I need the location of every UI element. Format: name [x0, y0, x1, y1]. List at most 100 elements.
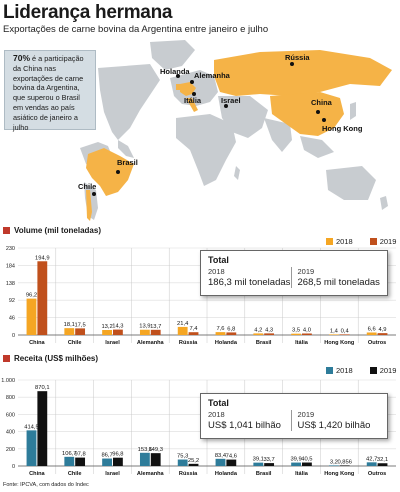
- map-dot-russia: [290, 62, 294, 66]
- volume-ytick-label: 138: [6, 281, 15, 287]
- receita-data-label: 42,7: [366, 456, 377, 462]
- receita-ytick-label: 800: [6, 395, 15, 401]
- receita-title-text: Receita (US$ milhões): [14, 354, 99, 363]
- receita-bar-2018: [26, 430, 37, 466]
- receita-chart: 0 200 400 600 800 1.000 414,5 870,1 China 106,797…: [1, 378, 396, 477]
- receita-data-label: 83,4: [215, 453, 227, 459]
- china-share-note: 70% é a participação da China nas export…: [4, 50, 96, 132]
- volume-ytick-label: 230: [6, 246, 15, 252]
- legend-label-2019: 2019: [379, 237, 397, 246]
- receita-category-label: Hong Kong: [324, 471, 355, 477]
- receita-category-label: Outros: [368, 471, 386, 477]
- receita-bar-2019: [113, 457, 123, 466]
- receita-data-label: 106,7: [62, 451, 77, 457]
- country-china: [270, 92, 344, 136]
- map-label-hong-kong: Hong Kong: [322, 124, 363, 133]
- map-label-chile: Chile: [78, 182, 97, 191]
- legend-label-2019: 2019: [379, 366, 397, 375]
- receita-data-label: 39,9: [290, 457, 301, 463]
- receita-total-label: Total: [208, 398, 229, 408]
- volume-data-label: 4,9: [378, 327, 386, 333]
- map-label-israel: Israel: [221, 96, 241, 105]
- volume-bar-2019: [264, 333, 275, 335]
- volume-category-label: Itália: [295, 340, 309, 346]
- country-brazil: [86, 148, 134, 196]
- volume-bar-2018: [102, 330, 112, 335]
- volume-data-label: 7,6: [216, 326, 224, 332]
- volume-category-label: Chile: [68, 340, 82, 346]
- volume-total-value1: 186,3 mil toneladas: [208, 277, 291, 288]
- volume-data-label: 17,5: [74, 322, 85, 328]
- volume-data-label: 13,7: [150, 324, 161, 330]
- volume-data-label: 194,9: [35, 255, 50, 261]
- volume-data-label: 0,4: [341, 328, 350, 334]
- receita-total-value2: US$ 1,420 bilhão: [297, 420, 371, 431]
- volume-category-label: China: [29, 340, 45, 346]
- page-subtitle: Exportações de carne bovina da Argentina…: [3, 24, 269, 35]
- volume-data-label: 4,2: [254, 327, 262, 333]
- landmass-india: [264, 118, 292, 152]
- receita-data-label: 97,8: [74, 452, 85, 458]
- landmass-africa: [176, 114, 236, 186]
- receita-bar-2019: [264, 463, 275, 466]
- volume-bar-2018: [366, 332, 377, 335]
- volume-bar-2019: [150, 329, 161, 335]
- note-highlight: 70%: [13, 53, 31, 63]
- receita-data-label: 40,5: [301, 457, 312, 463]
- volume-ytick-label: 46: [9, 316, 15, 322]
- receita-bar-2019: [339, 465, 350, 466]
- receita-total-value1: US$ 1,041 bilhão: [208, 420, 281, 431]
- volume-bar-2018: [139, 329, 150, 335]
- map-dot-chile: [92, 192, 96, 196]
- volume-data-label: 21,4: [177, 321, 189, 327]
- map-label-china: China: [311, 98, 332, 107]
- landmass-australia: [326, 166, 376, 200]
- volume-bar-2018: [328, 334, 339, 335]
- receita-bar-2018: [215, 458, 226, 466]
- map-label-russia: Rússia: [285, 53, 310, 62]
- receita-data-label: 3,2: [330, 459, 338, 465]
- volume-bar-2019: [188, 332, 199, 335]
- volume-bar-2019: [226, 332, 237, 335]
- receita-category-label: Brasil: [256, 471, 272, 477]
- volume-bar-2019: [37, 261, 48, 335]
- volume-category-label: Israel: [105, 340, 120, 346]
- volume-ytick-label: 0: [12, 333, 15, 339]
- receita-bar-2019: [37, 391, 48, 466]
- map-label-italia: Itália: [184, 96, 202, 105]
- receita-category-label: Chile: [68, 471, 82, 477]
- volume-bar-2018: [291, 333, 301, 335]
- volume-bar-2019: [113, 329, 123, 335]
- section-marker: [3, 227, 10, 234]
- country-chile: [86, 190, 92, 221]
- legend-label-2018: 2018: [336, 366, 353, 375]
- map-dot-china: [316, 110, 320, 114]
- volume-total-label: Total: [208, 255, 229, 265]
- receita-bar-2018: [102, 458, 112, 466]
- receita-category-label: Israel: [105, 471, 120, 477]
- receita-data-label: 75,3: [177, 454, 188, 460]
- volume-data-label: 4,3: [265, 327, 273, 333]
- map-dot-holanda: [176, 74, 180, 78]
- volume-data-label: 6,8: [227, 326, 235, 332]
- volume-category-label: Hong Kong: [324, 340, 355, 346]
- receita-ytick-label: 600: [6, 412, 15, 418]
- landmass-north-america: [98, 64, 160, 140]
- map-dot-brasil: [116, 170, 120, 174]
- receita-data-label: 74,6: [226, 454, 237, 460]
- page-title: Liderança hermana: [3, 2, 173, 23]
- volume-data-label: 96,2: [26, 293, 37, 299]
- landmass-central-america: [118, 140, 134, 158]
- country-netherlands: [176, 84, 180, 90]
- receita-data-label: 25,2: [188, 458, 199, 464]
- legend-swatch-2019: [369, 367, 377, 374]
- volume-data-label: 13,9: [139, 324, 150, 330]
- receita-legend: 2018 2019: [326, 366, 396, 375]
- receita-bar-2019: [75, 457, 86, 466]
- landmass-greenland: [150, 40, 195, 70]
- volume-data-label: 13,2: [101, 324, 112, 330]
- country-italy: [186, 98, 198, 112]
- volume-category-label: Brasil: [256, 340, 272, 346]
- receita-total-box: Total 2018 US$ 1,041 bilhão 2019 US$ 1,4…: [200, 393, 388, 439]
- receita-category-label: Rússia: [179, 471, 198, 477]
